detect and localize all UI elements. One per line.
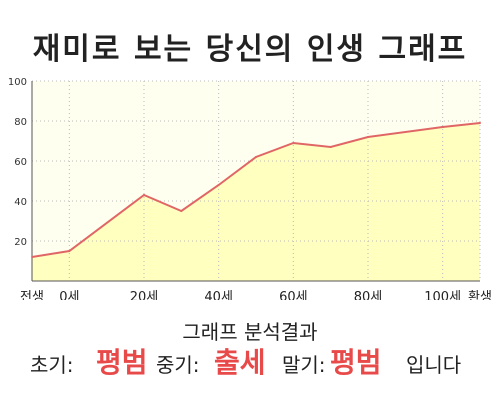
- y-tick-label: 100: [8, 77, 27, 88]
- late-label: 말기:: [282, 353, 326, 377]
- x-tick-label: 60세: [279, 290, 308, 300]
- x-tick-label: 환생: [468, 290, 492, 300]
- data-point: [255, 156, 257, 158]
- x-tick-label: 40세: [204, 290, 233, 300]
- data-point: [143, 194, 145, 196]
- page-title: 재미로 보는 당신의 인생 그래프: [32, 32, 468, 67]
- data-point: [217, 184, 220, 186]
- y-tick-label: 40: [14, 197, 27, 208]
- x-tick-label: 0세: [59, 290, 79, 300]
- y-tick-label: 60: [14, 157, 27, 168]
- middle-label: 중기:: [156, 353, 200, 377]
- analysis-ending: 입니다: [406, 353, 462, 377]
- data-point: [292, 142, 295, 144]
- x-tick-label: 100세: [424, 290, 461, 300]
- data-point: [441, 126, 444, 128]
- data-point: [367, 136, 369, 138]
- y-tick-label: 80: [14, 117, 27, 128]
- middle-value: 출세: [214, 346, 266, 379]
- data-point: [31, 256, 33, 258]
- analysis-result: 초기: 평범 중기: 출세 말기: 평범 입니다: [0, 346, 500, 382]
- data-point: [329, 146, 332, 148]
- data-point: [68, 250, 71, 252]
- y-tick-label: 20: [14, 237, 27, 248]
- late-value: 평범: [330, 346, 382, 379]
- x-tick-label: 20세: [130, 290, 159, 300]
- analysis-heading: 그래프 분석결과: [182, 320, 318, 344]
- early-value: 평범: [96, 346, 148, 379]
- data-point: [180, 210, 183, 212]
- x-tick-label: 80세: [354, 290, 383, 300]
- data-point: [479, 122, 481, 124]
- life-graph-chart: 20 40 60 80 100 전생 0세 20세 40세 60세 80세 100세 환생: [8, 77, 492, 300]
- x-tick-label: 전생: [20, 290, 44, 300]
- early-label: 초기:: [30, 353, 74, 377]
